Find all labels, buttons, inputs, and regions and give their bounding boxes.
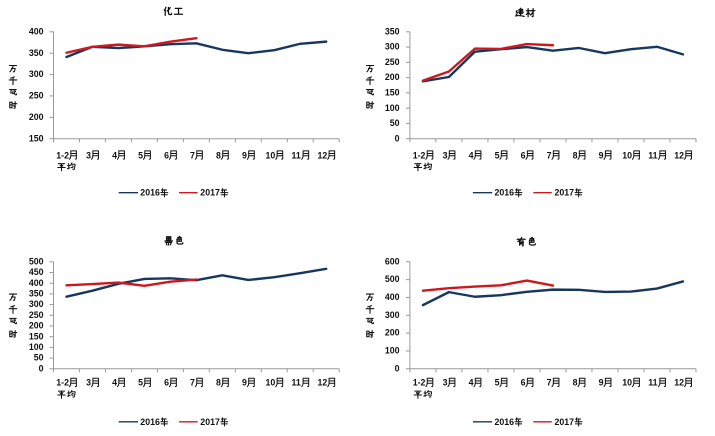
svg-text:4: 4 <box>469 150 474 160</box>
svg-text:100: 100 <box>29 342 44 352</box>
svg-text:500: 500 <box>29 256 44 266</box>
svg-text:12: 12 <box>317 150 327 160</box>
svg-text:150: 150 <box>29 133 44 143</box>
svg-text:8: 8 <box>573 150 578 160</box>
svg-text:3: 3 <box>86 378 91 388</box>
svg-text:0: 0 <box>395 133 400 143</box>
svg-text:6: 6 <box>164 378 169 388</box>
svg-text:12: 12 <box>674 150 684 160</box>
svg-text:11: 11 <box>648 378 657 388</box>
svg-text:250: 250 <box>385 57 400 67</box>
svg-text:450: 450 <box>29 267 44 277</box>
svg-text:200: 200 <box>385 72 400 82</box>
svg-text:5: 5 <box>495 150 500 160</box>
svg-text:400: 400 <box>385 292 400 302</box>
svg-text:2016: 2016 <box>140 188 160 198</box>
svg-text:200: 200 <box>385 328 400 338</box>
svg-text:150: 150 <box>385 87 400 97</box>
svg-text:9: 9 <box>242 150 247 160</box>
svg-text:4: 4 <box>112 378 117 388</box>
svg-text:3: 3 <box>443 378 448 388</box>
svg-text:1-2: 1-2 <box>413 150 426 160</box>
svg-text:600: 600 <box>385 256 400 266</box>
svg-text:100: 100 <box>385 346 400 356</box>
svg-text:2017: 2017 <box>555 417 575 427</box>
svg-text:6: 6 <box>521 378 526 388</box>
svg-text:9: 9 <box>242 378 247 388</box>
svg-text:1-2: 1-2 <box>56 378 69 388</box>
svg-text:11: 11 <box>292 378 301 388</box>
svg-text:6: 6 <box>164 150 169 160</box>
svg-text:7: 7 <box>190 378 195 388</box>
svg-text:350: 350 <box>29 289 44 299</box>
svg-text:50: 50 <box>390 118 400 128</box>
svg-text:400: 400 <box>29 26 44 36</box>
svg-text:300: 300 <box>385 310 400 320</box>
svg-text:500: 500 <box>385 274 400 284</box>
svg-text:350: 350 <box>385 26 400 36</box>
svg-text:2016: 2016 <box>140 417 160 427</box>
svg-text:300: 300 <box>385 42 400 52</box>
svg-text:12: 12 <box>674 378 684 388</box>
svg-text:4: 4 <box>112 150 117 160</box>
svg-text:5: 5 <box>495 378 500 388</box>
svg-text:4: 4 <box>469 378 474 388</box>
svg-text:7: 7 <box>547 378 552 388</box>
svg-text:250: 250 <box>29 91 44 101</box>
svg-text:2016: 2016 <box>495 417 515 427</box>
svg-text:100: 100 <box>385 103 400 113</box>
svg-text:10: 10 <box>266 150 276 160</box>
svg-text:1-2: 1-2 <box>413 378 426 388</box>
svg-text:12: 12 <box>317 378 327 388</box>
svg-text:7: 7 <box>190 150 195 160</box>
svg-text:10: 10 <box>622 150 632 160</box>
svg-text:2017: 2017 <box>555 188 575 198</box>
svg-text:2016: 2016 <box>495 188 515 198</box>
svg-text:11: 11 <box>648 150 657 160</box>
svg-text:10: 10 <box>266 378 276 388</box>
svg-text:8: 8 <box>216 378 221 388</box>
svg-text:0: 0 <box>395 363 400 373</box>
svg-text:350: 350 <box>29 48 44 58</box>
svg-text:50: 50 <box>34 353 44 363</box>
svg-text:200: 200 <box>29 321 44 331</box>
svg-text:400: 400 <box>29 278 44 288</box>
svg-text:0: 0 <box>39 363 44 373</box>
svg-text:5: 5 <box>138 378 143 388</box>
svg-text:8: 8 <box>573 378 578 388</box>
svg-text:7: 7 <box>547 150 552 160</box>
svg-text:150: 150 <box>29 331 44 341</box>
svg-text:9: 9 <box>599 150 604 160</box>
svg-text:200: 200 <box>29 112 44 122</box>
svg-text:2017: 2017 <box>200 417 220 427</box>
svg-text:9: 9 <box>599 378 604 388</box>
svg-text:10: 10 <box>622 378 632 388</box>
svg-text:1-2: 1-2 <box>56 150 69 160</box>
svg-text:300: 300 <box>29 69 44 79</box>
svg-text:5: 5 <box>138 150 143 160</box>
svg-text:6: 6 <box>521 150 526 160</box>
svg-text:8: 8 <box>216 150 221 160</box>
svg-text:2017: 2017 <box>200 188 220 198</box>
svg-text:250: 250 <box>29 310 44 320</box>
svg-text:300: 300 <box>29 299 44 309</box>
svg-text:3: 3 <box>86 150 91 160</box>
svg-text:11: 11 <box>292 150 301 160</box>
svg-text:3: 3 <box>443 150 448 160</box>
